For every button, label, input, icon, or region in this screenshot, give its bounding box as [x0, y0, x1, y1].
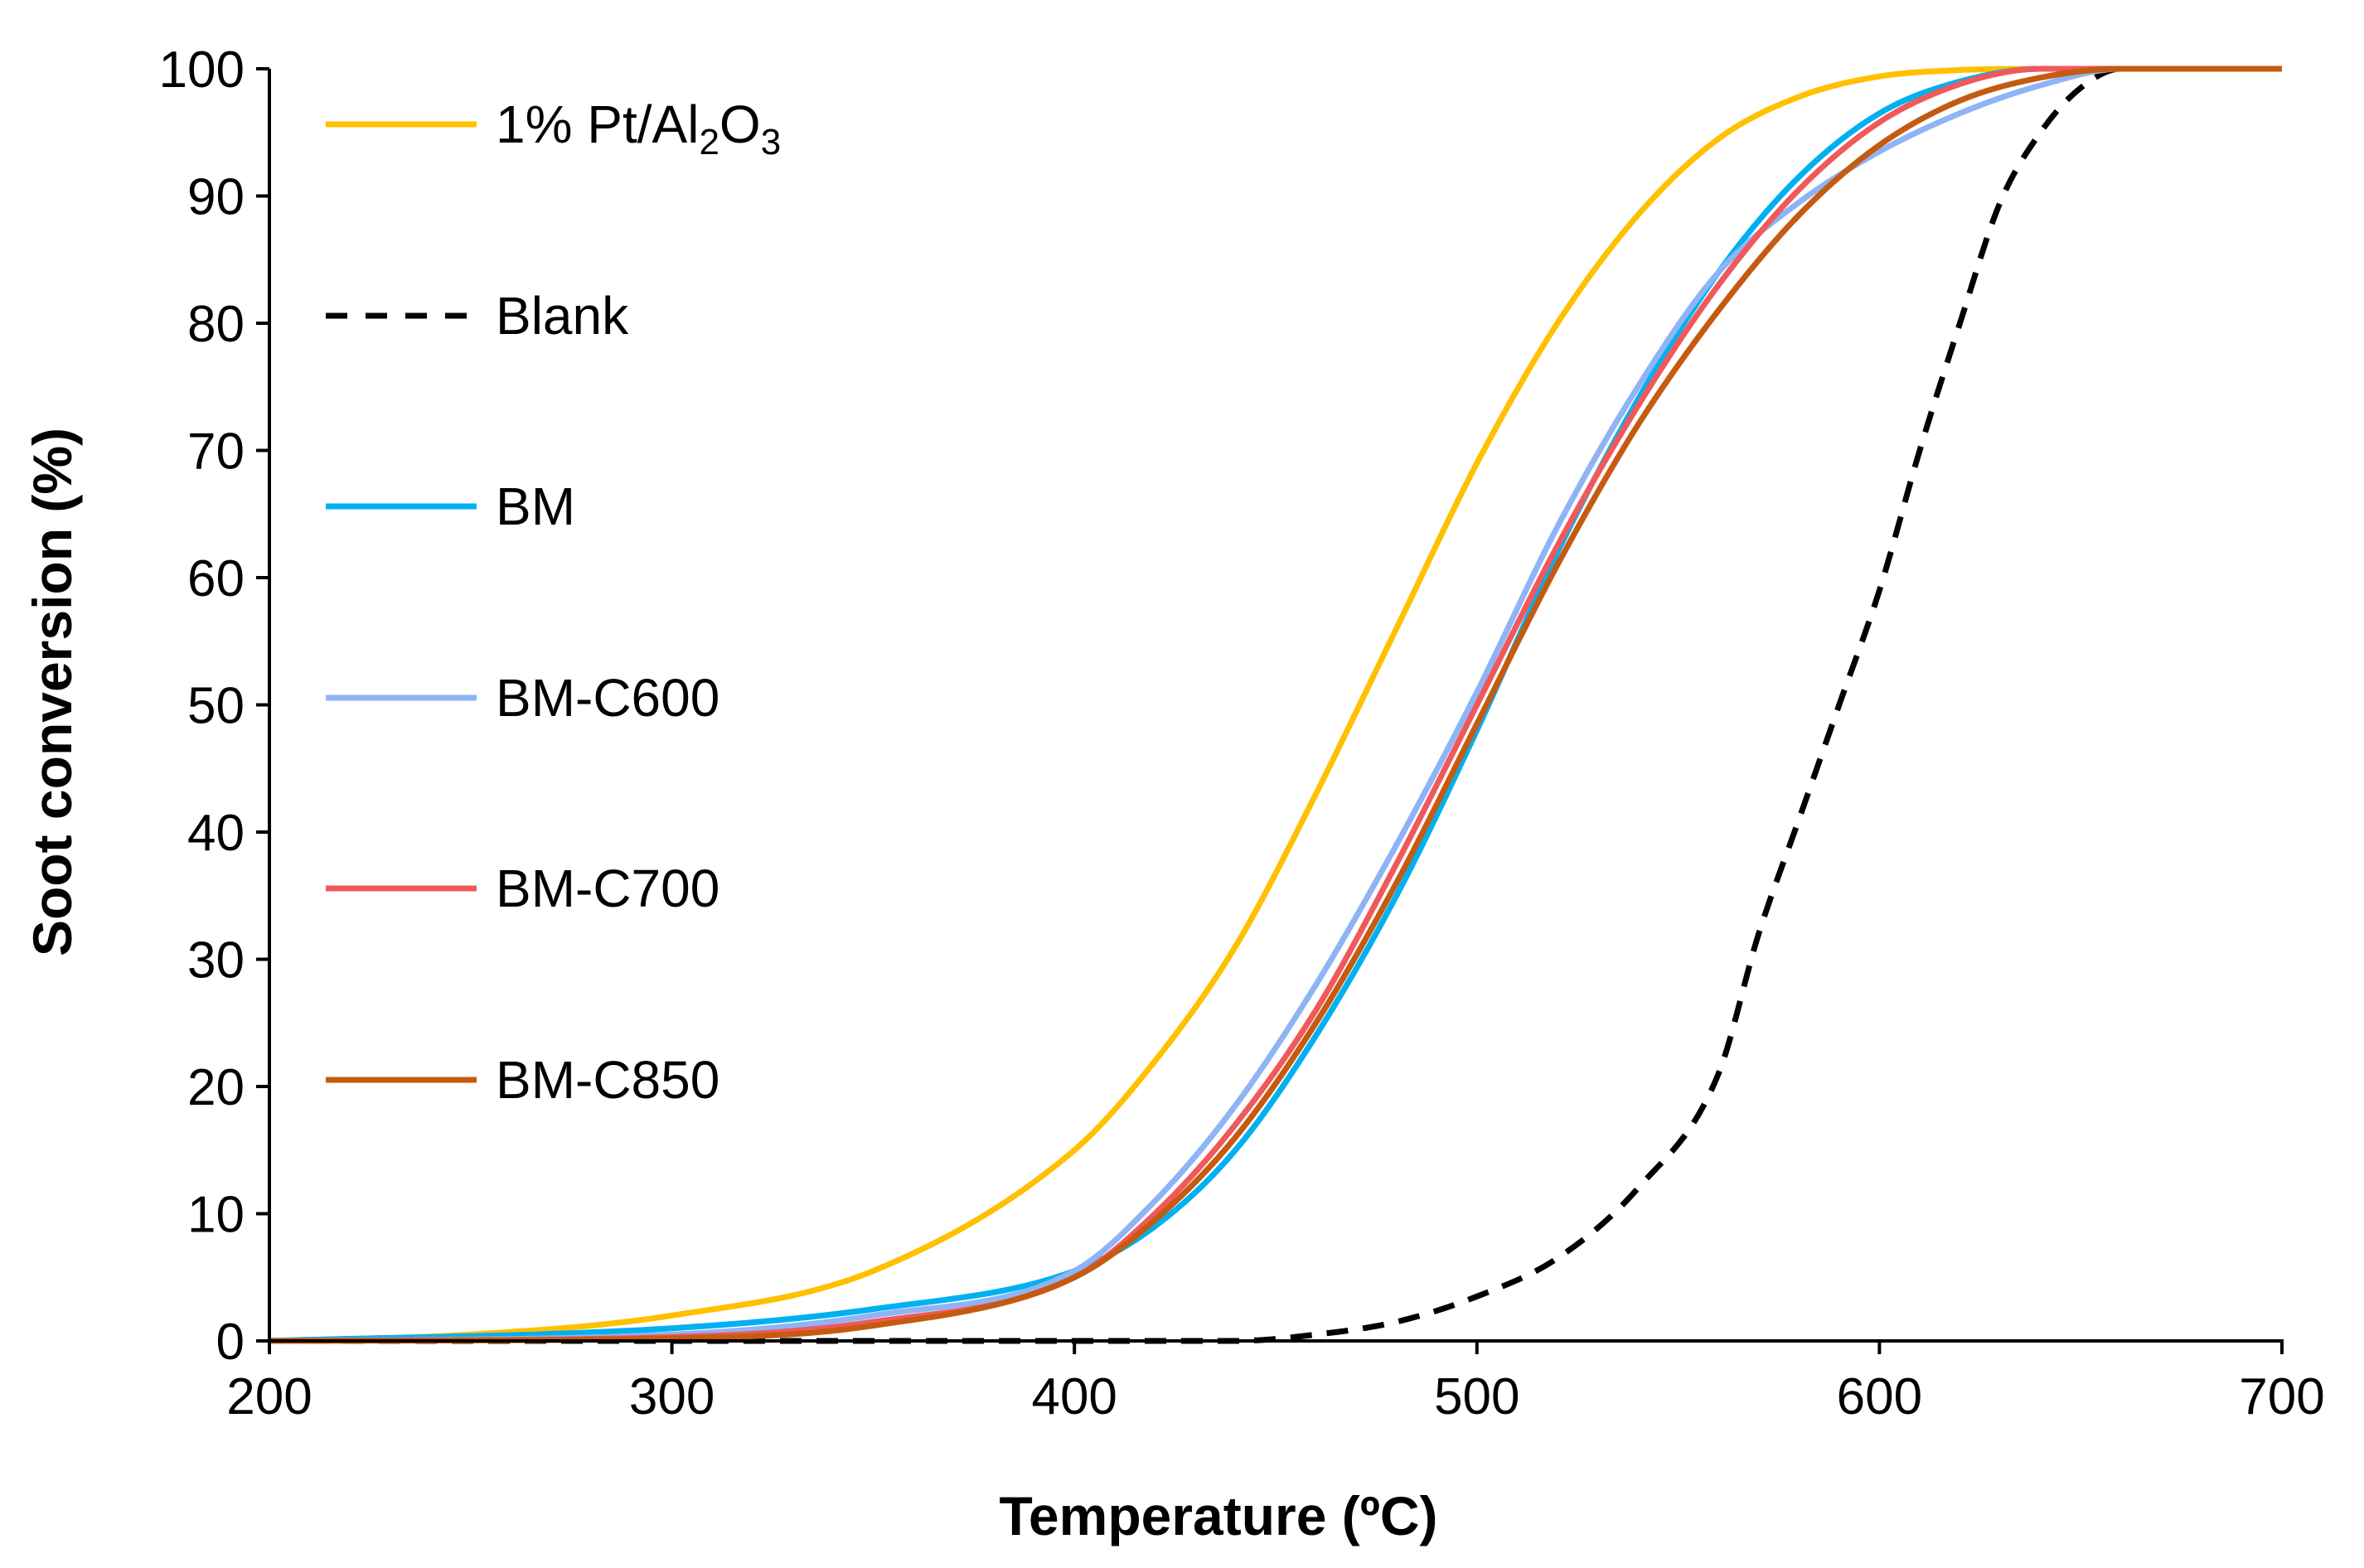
legend: 1% Pt/Al2O3 Blank BM BM-C600 BM-C700 BM-C850	[326, 94, 781, 1110]
y-axis-ticks: 0 10 20 30 40 50 60 70 80 90 100	[159, 41, 269, 1371]
y-tick-label: 70	[187, 423, 245, 481]
x-tick-label: 700	[2239, 1368, 2324, 1425]
series-line-bm-c850	[269, 65, 2282, 1344]
legend-label-1-pt-al2o3: 1% Pt/Al2O3	[496, 94, 781, 162]
y-tick-label: 20	[187, 1059, 245, 1116]
series-line-bm-c600	[269, 65, 2282, 1344]
series-line-bm	[269, 65, 2282, 1344]
series-line-bm-c700	[269, 65, 2282, 1344]
series-lines	[269, 65, 2282, 1344]
x-tick-label: 200	[226, 1368, 312, 1425]
y-tick-label: 50	[187, 678, 245, 735]
y-tick-label: 30	[187, 932, 245, 990]
x-tick-label: 600	[1837, 1368, 1922, 1425]
y-axis-title: Soot conversion (%)	[22, 428, 83, 956]
x-axis-title: Temperature (ºC)	[1000, 1485, 1438, 1546]
legend-label-bm-c600: BM-C600	[496, 668, 719, 728]
y-tick-label: 40	[187, 805, 245, 862]
y-tick-label: 60	[187, 550, 245, 607]
series-line-blank	[269, 65, 2282, 1344]
y-tick-label: 80	[187, 296, 245, 353]
legend-label-bm-c850: BM-C850	[496, 1050, 719, 1110]
y-tick-label: 10	[187, 1187, 245, 1244]
x-tick-label: 500	[1434, 1368, 1519, 1425]
x-tick-label: 400	[1031, 1368, 1117, 1425]
y-tick-label: 100	[159, 41, 245, 99]
y-tick-label: 0	[216, 1314, 245, 1371]
legend-label-bm-c700: BM-C700	[496, 859, 719, 918]
series-line-1-pt-al2o3	[269, 65, 2282, 1344]
plot-area: 200 300 400 500 600 700 0 10 20 30 40 50 60 70 80 90 10…	[159, 41, 2325, 1425]
legend-label-bm: BM	[496, 477, 575, 536]
legend-label-blank: Blank	[496, 286, 629, 346]
x-axis-ticks: 200 300 400 500 600 700	[226, 1341, 2325, 1425]
y-tick-label: 90	[187, 169, 245, 226]
x-tick-label: 300	[629, 1368, 715, 1425]
